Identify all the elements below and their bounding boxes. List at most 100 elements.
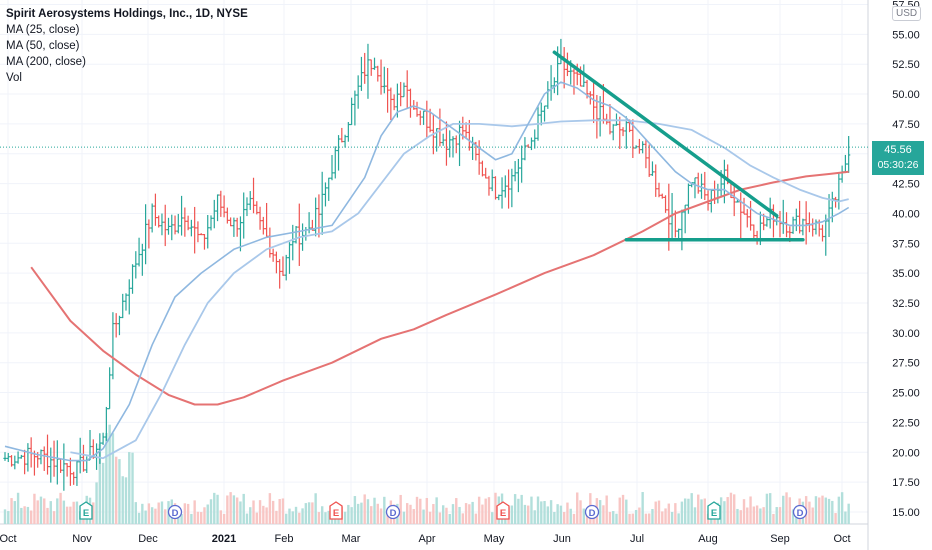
volume-bar <box>252 500 255 524</box>
volume-bar <box>562 512 566 524</box>
price-bar <box>68 457 72 486</box>
volume-bar <box>39 496 43 524</box>
earnings-marker[interactable]: E <box>496 501 510 520</box>
dividend-marker[interactable]: D <box>792 504 808 520</box>
volume-bar <box>530 496 533 524</box>
earnings-marker[interactable]: E <box>329 501 343 520</box>
volume-bar <box>664 508 667 524</box>
volume-bar <box>304 503 308 524</box>
volume-bar <box>746 507 749 524</box>
x-tick-label: Dec <box>138 533 158 545</box>
dividend-marker[interactable]: D <box>167 504 183 520</box>
price-bar <box>484 167 488 179</box>
volume-bar <box>523 504 527 524</box>
dividend-marker[interactable]: D <box>584 504 600 520</box>
volume-bar <box>566 502 569 524</box>
price-bar <box>765 216 769 227</box>
volume-bar <box>415 496 419 524</box>
earnings-marker[interactable]: E <box>707 501 721 520</box>
price-bar <box>268 227 272 258</box>
study-vol[interactable]: Vol <box>6 72 22 84</box>
volume-bar <box>154 508 157 524</box>
price-bar <box>448 130 452 158</box>
price-bar <box>179 195 184 236</box>
price-bar <box>716 183 720 204</box>
volume-bar <box>320 506 324 524</box>
price-bar <box>160 213 164 236</box>
price-bar <box>242 192 246 239</box>
price-bar <box>677 228 681 240</box>
volume-bar <box>556 504 559 524</box>
dividend-marker[interactable]: D <box>385 504 401 520</box>
price-bar <box>9 455 14 467</box>
y-tick-label: 20.00 <box>892 447 920 459</box>
volume-bar <box>491 512 494 524</box>
volume-bar <box>200 512 203 524</box>
price-bar <box>389 87 393 121</box>
volume-bar <box>376 503 379 524</box>
study-ma200[interactable]: MA (200, close) <box>6 56 86 68</box>
volume-bar <box>768 493 772 524</box>
price-bar <box>101 432 105 445</box>
price-bar <box>565 52 570 77</box>
volume-bar <box>517 498 520 524</box>
x-tick-label: Jul <box>630 533 644 545</box>
price-bar <box>752 224 756 239</box>
y-tick-label: 15.00 <box>892 507 920 519</box>
price-bar <box>212 199 216 229</box>
volume-bar <box>441 505 445 524</box>
price-bar <box>798 200 802 234</box>
price-bar <box>804 201 808 245</box>
price-bar <box>114 313 118 338</box>
price-bar <box>650 161 655 176</box>
volume-bar <box>128 452 131 524</box>
volume-bar <box>510 505 514 524</box>
price-bar <box>320 171 324 235</box>
earnings-marker[interactable]: E <box>79 501 93 520</box>
price-bar <box>258 206 262 230</box>
last-price-value: 45.56 <box>884 144 912 156</box>
ma25-line[interactable] <box>4 81 850 462</box>
study-ma50[interactable]: MA (50, close) <box>6 40 80 52</box>
volume-bar <box>644 513 648 524</box>
price-bar <box>346 122 350 142</box>
price-bar <box>39 449 43 465</box>
volume-bar <box>157 502 160 524</box>
price-bar <box>356 75 360 109</box>
volume-bar <box>674 503 677 524</box>
price-bar <box>42 446 46 471</box>
volume-bar <box>370 506 373 524</box>
price-bar <box>542 105 547 122</box>
price-bar <box>251 177 256 214</box>
volume-bar <box>687 498 690 524</box>
currency-badge[interactable]: USD <box>892 6 922 21</box>
study-ma25[interactable]: MA (25, close) <box>6 24 80 36</box>
volume-bar <box>742 499 746 524</box>
price-bar <box>425 100 429 138</box>
volume-bar <box>625 499 628 524</box>
volume-bar <box>206 504 209 524</box>
price-bar <box>350 97 354 126</box>
price-bar <box>215 194 220 222</box>
price-bar <box>467 119 471 151</box>
price-bar <box>13 455 17 470</box>
descending-resistance-line[interactable] <box>552 50 779 218</box>
volume-bar <box>20 507 23 524</box>
price-bar <box>840 165 844 183</box>
ma50-line[interactable] <box>70 119 849 460</box>
x-tick-label: 2021 <box>212 533 236 545</box>
price-bar <box>379 59 383 95</box>
price-bar <box>369 59 373 76</box>
price-bar <box>572 68 576 95</box>
volume-bar <box>232 495 236 524</box>
price-bar <box>284 254 288 281</box>
volume-bar <box>13 501 17 524</box>
price-bar <box>209 215 213 231</box>
volume-bar <box>719 497 723 524</box>
volume-bar <box>268 493 272 524</box>
price-bar <box>843 154 847 174</box>
volume-bar <box>265 507 268 524</box>
volume-bar <box>481 504 484 524</box>
volume-bar <box>677 513 680 524</box>
